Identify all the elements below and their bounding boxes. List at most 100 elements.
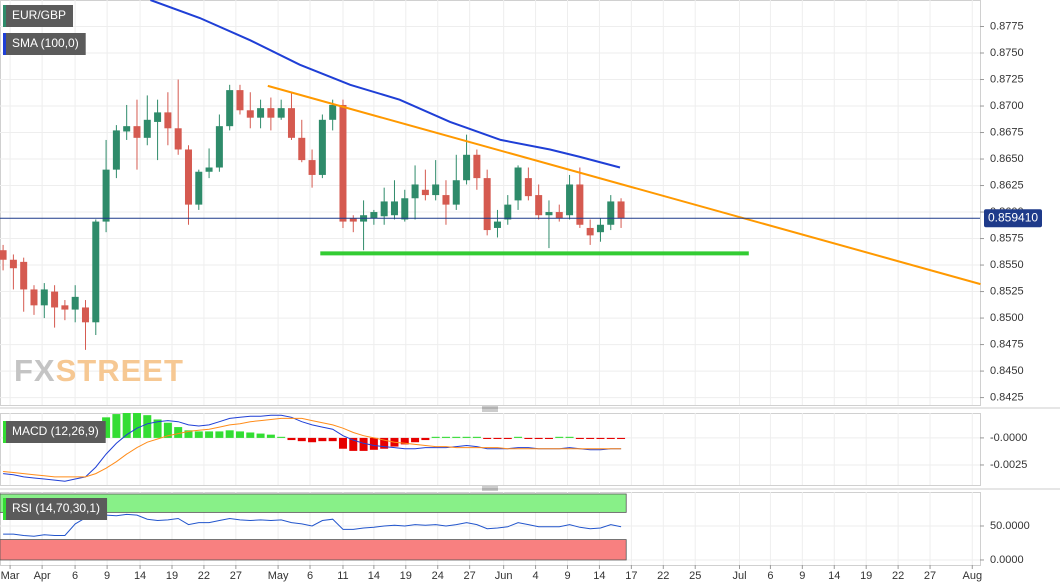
histogram-bar [472, 436, 481, 438]
resize-handle[interactable] [482, 406, 498, 412]
legend-box [3, 498, 108, 520]
histogram-bar [277, 436, 286, 438]
x-tick-label: 6 [307, 570, 313, 582]
x-tick-label: 9 [104, 570, 110, 582]
x-tick-label: 14 [368, 570, 380, 582]
y-tick-label: 0.8750 [990, 47, 1024, 59]
histogram-bar [369, 437, 378, 450]
x-tick-label: 9 [564, 570, 570, 582]
histogram-bar [534, 437, 543, 439]
candle-body [298, 137, 306, 161]
histogram-bar [596, 437, 605, 439]
y-tick-label: 0.8425 [990, 391, 1024, 403]
candle-body [205, 167, 213, 172]
histogram-bar [215, 431, 224, 438]
histogram-bar [205, 431, 214, 438]
trend-line [267, 84, 981, 286]
y-tick-label: 0.8500 [990, 312, 1024, 324]
histogram-bar [122, 413, 131, 438]
legend-swatch [3, 498, 6, 520]
x-tick-label: 19 [860, 570, 872, 582]
candle-body [20, 261, 28, 290]
sma-line [150, 0, 621, 169]
candle-body [390, 201, 398, 216]
candle-body [236, 90, 244, 111]
histogram-bar [462, 436, 471, 438]
y-tick-label: 0.8700 [990, 100, 1024, 112]
indicator-line [3, 414, 622, 482]
x-tick-label: Apr [34, 570, 51, 582]
legend-swatch [3, 421, 6, 443]
candle-body [483, 178, 491, 231]
histogram-bar [555, 436, 564, 438]
histogram-bar [544, 437, 553, 439]
x-tick-label: 6 [72, 570, 78, 582]
histogram-bar [431, 436, 440, 438]
histogram-bar [493, 437, 502, 439]
histogram-bar [586, 437, 595, 439]
candle-body [576, 184, 584, 225]
candle-body [463, 154, 471, 181]
candle-body [566, 184, 574, 216]
histogram-bar [256, 433, 265, 438]
x-tick-label: Jul [732, 570, 746, 582]
x-tick-label: May [268, 570, 289, 582]
histogram-bar [359, 437, 368, 451]
legend-label: EUR/GBP [12, 8, 66, 22]
last-price-label: 0.859410 [988, 210, 1038, 224]
candle-body [257, 108, 265, 118]
x-tick-label: 6 [767, 570, 773, 582]
histogram-bar [617, 437, 626, 439]
x-tick-label: 22 [198, 570, 210, 582]
y-tick-label: -0.0025 [990, 459, 1027, 471]
candle-body [226, 90, 234, 127]
watermark: FXSTREET [14, 353, 184, 388]
histogram-bar [400, 437, 409, 445]
candle-body [504, 204, 512, 220]
candle-body [51, 291, 59, 308]
y-tick-label: 0.8625 [990, 179, 1024, 191]
legend-label: RSI (14,70,30,1) [12, 501, 100, 515]
candle-body [329, 104, 337, 120]
histogram-bar [235, 431, 244, 438]
histogram-bar [421, 437, 430, 441]
histogram-bar [153, 419, 162, 438]
candle-body [617, 201, 625, 219]
legend-swatch [3, 5, 6, 27]
panel-frame [0, 0, 981, 406]
candle-body [81, 307, 89, 323]
histogram-bar [174, 427, 183, 438]
legend-label: SMA (100,0) [12, 36, 79, 50]
histogram-bar [565, 436, 574, 438]
histogram-bar [112, 414, 121, 438]
candle-body [535, 195, 543, 216]
candle-body [586, 227, 594, 236]
histogram-bar [184, 430, 193, 438]
candle-body [143, 119, 151, 138]
indicator-line [3, 417, 622, 478]
candle-body [493, 221, 501, 228]
candle-body [596, 224, 604, 233]
histogram-bar [194, 431, 203, 438]
candle-body [246, 110, 254, 118]
y-tick-label: 0.8725 [990, 73, 1024, 85]
candle-body [318, 119, 326, 175]
candle-body [0, 250, 7, 260]
x-tick-label: Jun [495, 570, 513, 582]
x-tick-label: 27 [924, 570, 936, 582]
candle-body [308, 160, 316, 175]
x-tick-label: 19 [400, 570, 412, 582]
y-tick-label: 0.8575 [990, 232, 1024, 244]
candle-body [112, 130, 120, 170]
candle-body [514, 167, 522, 201]
watermark-part: STREET [56, 353, 184, 388]
candle-body [555, 212, 563, 219]
candle-body [174, 128, 182, 150]
y-tick-label: 0.8675 [990, 126, 1024, 138]
y-tick-label: 0.8450 [990, 365, 1024, 377]
x-tick-label: 4 [533, 570, 539, 582]
y-tick-label: 0.8550 [990, 259, 1024, 271]
histogram-bar [308, 437, 317, 443]
y-tick-label: 50.0000 [990, 520, 1030, 532]
